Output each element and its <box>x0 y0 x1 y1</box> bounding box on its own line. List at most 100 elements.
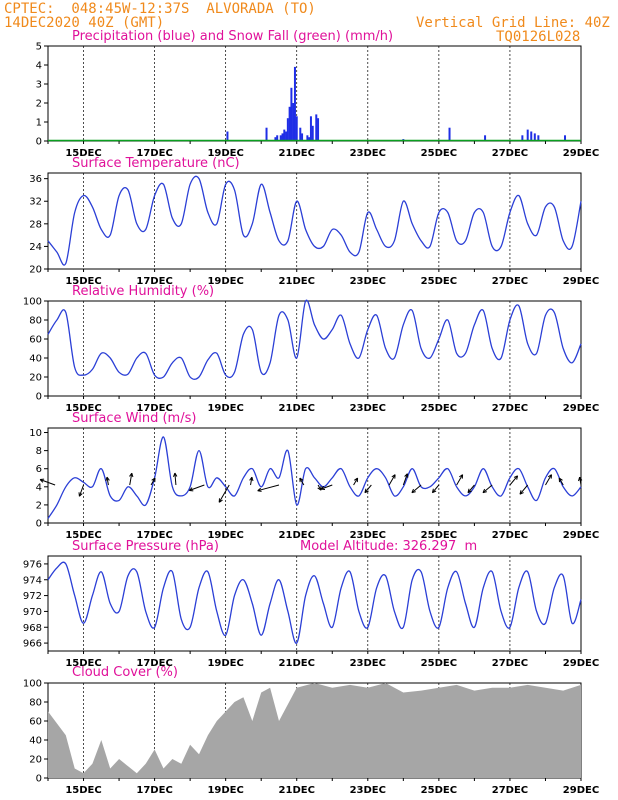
pressure-xlabel-1: 17DEC <box>136 658 172 669</box>
cloud-ylabel-0: 0 <box>36 774 42 785</box>
wind-arrow-head-21 <box>482 488 488 494</box>
precip-xlabel-2: 19DEC <box>207 148 243 159</box>
wind-arrow-shaft-5 <box>174 472 177 486</box>
humidity-ylabel-2: 40 <box>29 354 42 365</box>
temperature-xlabel-4: 23DEC <box>350 276 386 287</box>
wind-arrow-head-25 <box>558 477 563 483</box>
wind-arrow-shaft-20 <box>467 484 475 494</box>
precip-bar-1 <box>293 66 296 141</box>
precip-title: Precipitation (blue) and Snow Fall (gree… <box>72 29 394 44</box>
precip-bar-18 <box>309 116 312 141</box>
wind-arrow-head-2 <box>105 476 110 482</box>
wind-arrow-shaft-18 <box>432 484 440 494</box>
wind-arrow-head-22 <box>513 475 519 480</box>
pressure-title: Surface Pressure (hPa) <box>72 539 219 554</box>
temperature-xlabel-2: 19DEC <box>207 276 243 287</box>
wind-arrow-shaft-15 <box>388 474 396 486</box>
wind-arrow-shaft-0 <box>39 479 56 486</box>
wind-arrow-head-17 <box>411 488 416 494</box>
humidity-ylabel-4: 80 <box>29 316 42 327</box>
wind-arrow-head-26 <box>578 476 583 482</box>
wind-xlabel-3: 21DEC <box>279 530 315 541</box>
precip-bar-25 <box>521 135 524 141</box>
humidity-xlabel-7: 29DEC <box>563 403 599 414</box>
temperature-xlabel-7: 29DEC <box>563 276 599 287</box>
pressure-frame <box>47 555 582 652</box>
precip-xlabel-5: 25DEC <box>421 148 457 159</box>
cloud-panel: 15DEC 17DEC 19DEC 21DEC 23DEC 25DEC 27DEC 29DEC… <box>23 679 599 797</box>
wind-arrow-head-1 <box>78 492 83 497</box>
cloud-ylabel-4: 80 <box>29 698 42 709</box>
precip-bar-5 <box>276 135 279 141</box>
cloud-xlabel-4: 23DEC <box>350 785 386 796</box>
humidity-xlabel-2: 19DEC <box>207 403 243 414</box>
wind-arrow-head-18 <box>431 488 437 494</box>
pressure-ylabel-4: 974 <box>23 575 42 586</box>
precip-bar-11 <box>288 106 291 141</box>
wind-arrow-head-8 <box>249 476 254 482</box>
cloud-xlabel-0: 15DEC <box>65 785 101 796</box>
pressure-xlabel-5: 25DEC <box>421 658 457 669</box>
wind-xlabel-4: 23DEC <box>350 530 386 541</box>
wind-ylabel-4: 8 <box>36 446 42 457</box>
cloud-ylabel-2: 40 <box>29 736 42 747</box>
wind-ylabel-0: 0 <box>36 519 42 530</box>
humidity-ylabel-3: 60 <box>29 335 42 346</box>
wind-arrow-shaft-8 <box>250 477 253 486</box>
wind-ylabel-3: 6 <box>36 464 42 475</box>
precip-bar-17 <box>308 137 311 141</box>
header-grid-note: Vertical Grid Line: 40Z <box>416 15 610 31</box>
wind-arrow-head-10 <box>299 477 304 483</box>
precip-bar-0 <box>226 131 229 141</box>
temperature-ylabel-3: 32 <box>29 197 42 208</box>
precip-bar-20 <box>315 114 318 141</box>
precip-bar-10 <box>286 118 289 141</box>
wind-line <box>47 436 582 519</box>
humidity-xlabel-0: 15DEC <box>65 403 101 414</box>
temperature-xlabel-3: 21DEC <box>279 276 315 287</box>
wind-arrow-shaft-7 <box>218 484 230 503</box>
wind-ylabel-1: 2 <box>36 500 42 511</box>
precip-xlabel-1: 17DEC <box>136 148 172 159</box>
temperature-ylabel-2: 28 <box>29 219 42 230</box>
precip-bar-13 <box>295 116 298 141</box>
wind-arrow-shaft-17 <box>411 484 422 494</box>
precip-bar-26 <box>526 129 529 141</box>
humidity-xlabel-5: 25DEC <box>421 403 457 414</box>
wind-arrow-shaft-23 <box>519 484 529 495</box>
humidity-xlabel-1: 17DEC <box>136 403 172 414</box>
wind-arrow-shaft-13 <box>353 477 359 486</box>
precip-bar-21 <box>317 118 320 141</box>
temperature-xlabel-5: 25DEC <box>421 276 457 287</box>
precip-bar-9 <box>285 131 288 141</box>
pressure-xlabel-4: 23DEC <box>350 658 386 669</box>
precip-bar-16 <box>306 135 309 141</box>
pressure-ylabel-2: 970 <box>23 607 42 618</box>
pressure-ylabel-1: 968 <box>23 623 42 634</box>
header-date: 14DEC2020 40Z (GMT) <box>4 15 165 31</box>
humidity-xlabel-6: 27DEC <box>492 403 528 414</box>
wind-arrow-head-15 <box>391 474 396 479</box>
precip-xlabel-7: 29DEC <box>563 148 599 159</box>
precip-bar-7 <box>281 133 284 141</box>
humidity-ylabel-5: 100 <box>23 297 42 308</box>
wind-arrow-shaft-26 <box>579 477 582 486</box>
temperature-ylabel-0: 20 <box>29 265 42 276</box>
precip-bar-24 <box>484 135 487 141</box>
wind-arrow-head-9 <box>257 487 262 492</box>
wind-arrow-shaft-4 <box>150 477 156 486</box>
humidity-frame <box>47 300 582 397</box>
pressure-xlabel-3: 21DEC <box>279 658 315 669</box>
wind-arrow-shaft-21 <box>482 484 493 494</box>
humidity-xlabel-3: 21DEC <box>279 403 315 414</box>
precip-bar-8 <box>283 129 286 141</box>
wind-ylabel-5: 10 <box>29 428 42 439</box>
wind-arrow-shaft-24 <box>545 474 552 486</box>
pressure-altitude-note: Model Altitude: 326.297 m <box>300 539 478 554</box>
humidity-panel: 15DEC 17DEC 19DEC 21DEC 23DEC 25DEC 27DEC 29DEC… <box>23 297 599 415</box>
wind-arrow-head-19 <box>459 474 464 479</box>
temperature-xlabel-6: 27DEC <box>492 276 528 287</box>
pressure-ylabel-0: 966 <box>23 639 42 650</box>
temperature-xlabel-0: 15DEC <box>65 276 101 287</box>
wind-arrow-shaft-1 <box>78 484 85 497</box>
